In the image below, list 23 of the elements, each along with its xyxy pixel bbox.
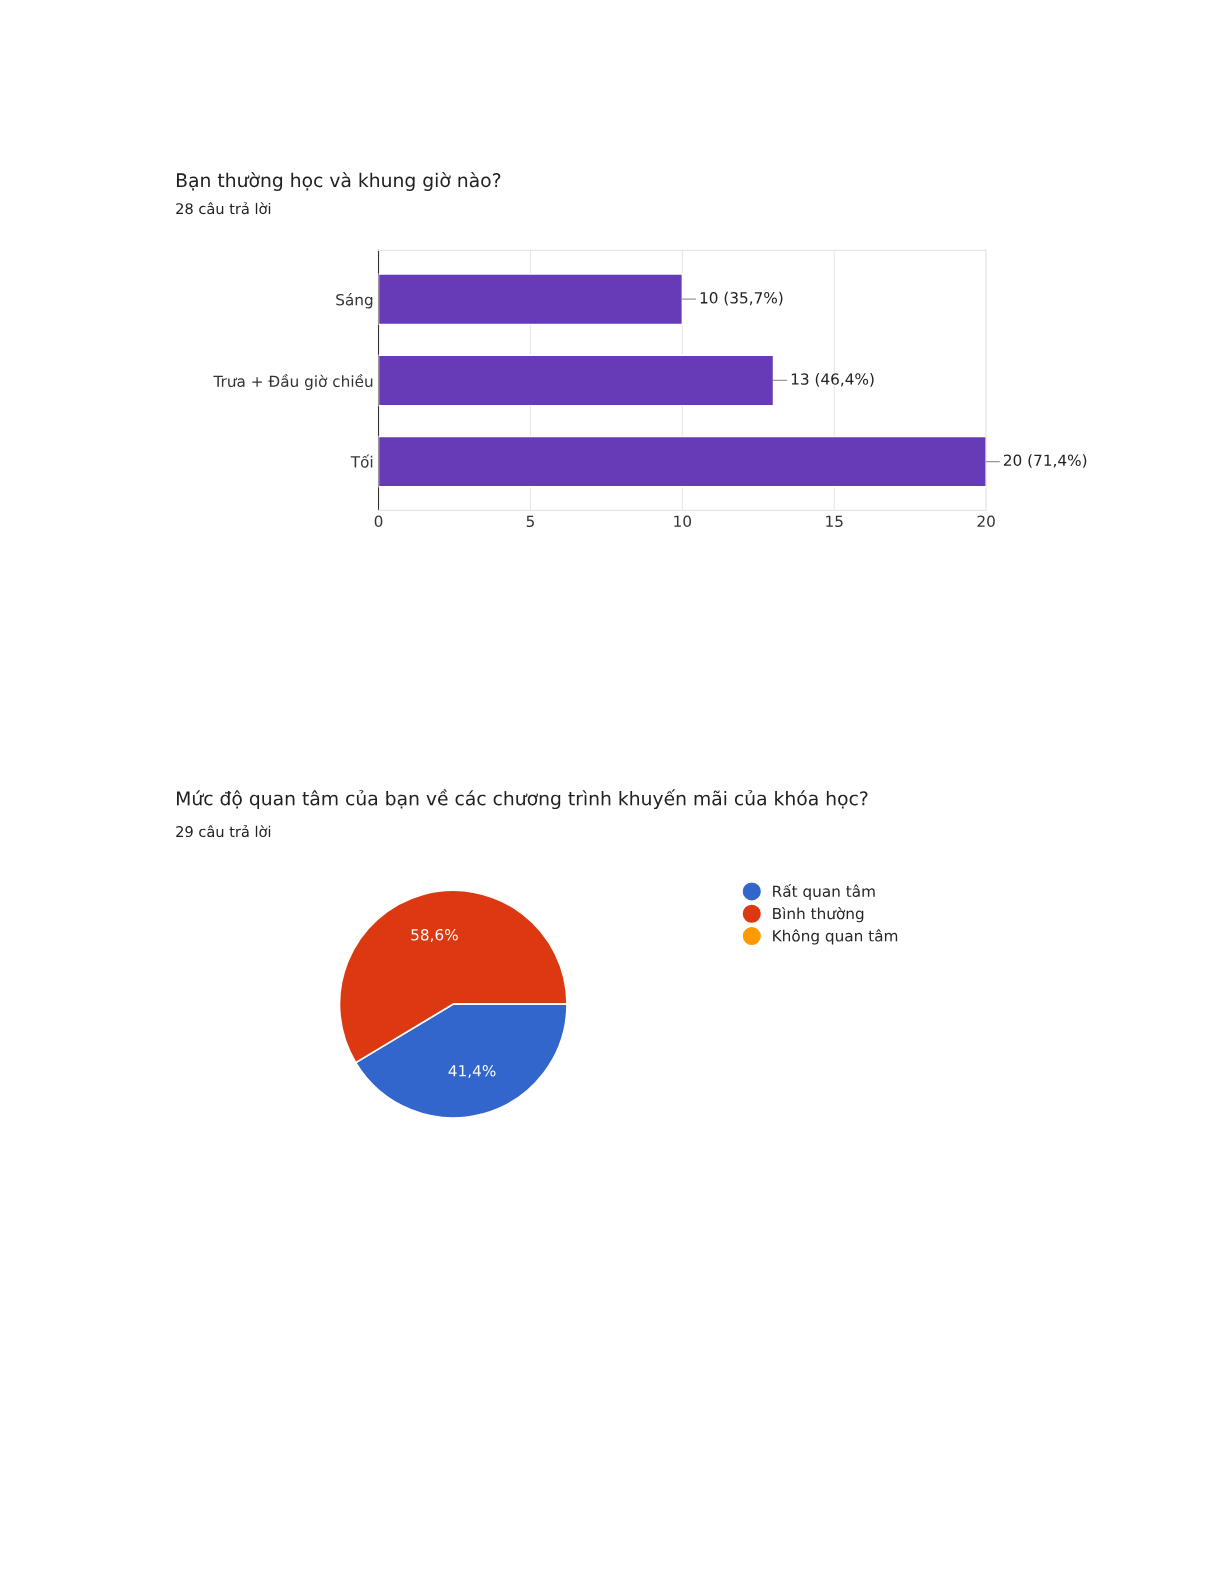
y-tick-label: Sáng <box>336 293 373 309</box>
x-tick-label: 0 <box>374 515 383 528</box>
y-tick-label: Tối <box>350 454 373 468</box>
bar <box>378 273 684 326</box>
data-label: 10 (35,7%) <box>700 291 783 306</box>
chart-title: Bạn thường học và khung giờ nào? <box>177 172 501 191</box>
legend-label: Bình thường <box>773 906 864 923</box>
legend-label: Không quan tâm <box>773 929 898 945</box>
text: 29 câu trả lời <box>176 825 271 838</box>
y-tick-label: Trưa + Đầu giờ chiều <box>213 373 373 391</box>
data-label: 20 (71,4%) <box>1003 454 1087 468</box>
data-label: 41,4% <box>448 1064 496 1079</box>
bar <box>378 354 775 407</box>
x-tick-label: 10 <box>674 515 692 528</box>
bar <box>378 435 987 488</box>
chart-title: Mức độ quan tâm của bạn về các chương trình khuyến mãi của khóa học? <box>177 789 868 810</box>
x-tick-label: 20 <box>977 515 995 528</box>
x-tick-label: 15 <box>826 515 843 528</box>
data-label: 13 (46,4%) <box>791 373 874 387</box>
data-label: 58,6% <box>411 928 458 943</box>
legend-label: Rất quan tâm <box>773 883 875 900</box>
text: 28 câu trả lời <box>176 202 271 215</box>
x-tick-label: 5 <box>526 515 534 528</box>
